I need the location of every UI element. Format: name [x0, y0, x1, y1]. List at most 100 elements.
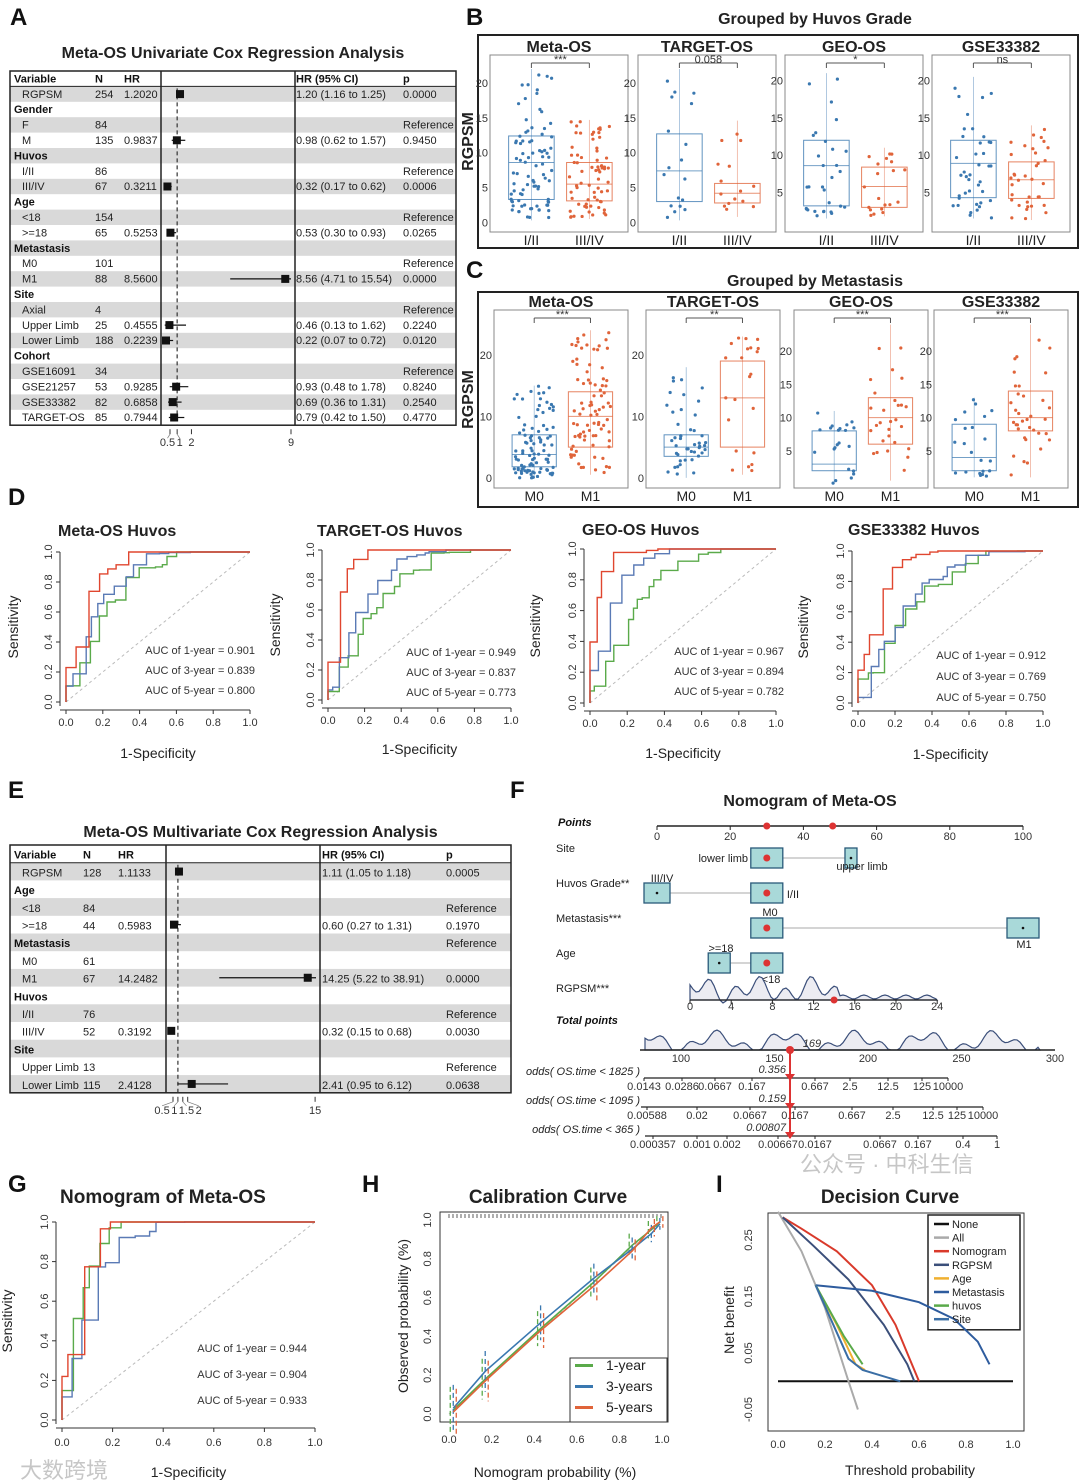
data-point [968, 213, 972, 217]
data-point [867, 205, 871, 209]
row-stripe [10, 898, 511, 916]
data-point [607, 445, 611, 449]
data-point [549, 402, 554, 407]
data-point [569, 215, 573, 219]
row-stripe [10, 1004, 511, 1022]
data-point [716, 162, 720, 166]
data-point [531, 470, 535, 474]
data-point [607, 331, 611, 335]
data-point [598, 126, 602, 130]
data-point [683, 208, 687, 212]
data-point [843, 205, 847, 209]
data-point [1014, 408, 1018, 412]
hr-value: 0.5253 [124, 227, 158, 239]
y-tick-label: 0.4 [305, 632, 317, 647]
data-point [835, 163, 839, 168]
hr-ci-value: 0.79 (0.42 to 1.50) [296, 412, 386, 424]
auc-label: AUC of 5-year = 0.933 [197, 1395, 307, 1407]
y-tick-label: 15 [920, 379, 932, 391]
data-point [957, 194, 961, 198]
data-point [904, 405, 908, 409]
data-point [585, 370, 589, 374]
data-point [838, 427, 842, 431]
hr-ci-value: 0.46 (0.13 to 1.62) [296, 320, 386, 332]
data-point [1044, 371, 1048, 375]
variable-label: I/II [22, 1009, 34, 1021]
total-points-marker [786, 1046, 794, 1054]
group-label: Huvos [14, 150, 48, 162]
hr-ci-value: 0.93 (0.48 to 1.78) [296, 381, 386, 393]
level-label: >=18 [708, 943, 733, 955]
data-point [543, 148, 547, 152]
n-value: 25 [95, 320, 107, 332]
selected-point-marker [829, 822, 837, 830]
data-point [527, 469, 532, 473]
subplot-title: Meta-OS [527, 39, 592, 56]
data-point [980, 95, 985, 100]
data-point [593, 409, 597, 413]
n-value: 154 [95, 212, 113, 224]
y-tick-label: 0.0 [567, 695, 579, 710]
data-point [847, 467, 851, 471]
column-header: N [83, 850, 91, 862]
odds-marker [785, 1132, 795, 1139]
diagonal-reference [65, 551, 251, 703]
y-tick-label: 5 [786, 446, 792, 458]
data-point [605, 418, 609, 422]
data-point [509, 192, 513, 196]
y-tick-label: 1.0 [422, 1212, 434, 1227]
data-point [727, 164, 731, 168]
x-tick-label: 0.8 [467, 715, 482, 727]
panel-label-d: D [8, 484, 25, 511]
x-tick-label: 0.2 [105, 1437, 120, 1449]
hr-estimate-marker [281, 274, 290, 283]
data-point [543, 176, 547, 180]
data-point [549, 76, 554, 80]
data-point [852, 472, 856, 476]
data-point [587, 183, 591, 187]
data-point [526, 155, 531, 160]
data-point [1034, 164, 1039, 168]
reference-label: Reference [403, 166, 454, 178]
panel-frame [477, 291, 1079, 508]
data-point [545, 427, 549, 432]
odds-tick-label: 1 [994, 1139, 1000, 1151]
level-marker [849, 856, 853, 860]
data-point [1029, 414, 1033, 418]
p-value: 0.0265 [403, 227, 437, 239]
significance-label: ** [710, 309, 719, 321]
data-point [594, 433, 598, 438]
data-point [601, 377, 605, 381]
plot-title: GSE33382 Huvos [848, 522, 980, 539]
data-point [598, 135, 602, 139]
data-point [679, 378, 684, 382]
row-stripe [10, 1039, 511, 1058]
y-tick-label: 0.0 [39, 1412, 51, 1427]
data-point [571, 359, 575, 363]
data-point [821, 163, 825, 168]
variable-label: M0 [22, 258, 37, 270]
data-point [529, 434, 534, 438]
data-point [542, 391, 546, 395]
row-stripe [10, 209, 456, 225]
data-point [537, 391, 541, 395]
data-point [572, 421, 576, 426]
legend-label: 5-years [606, 1399, 653, 1415]
hr-estimate-marker [176, 90, 185, 99]
data-point [602, 165, 607, 169]
decision-curve-nomogram [782, 1216, 920, 1382]
data-point [1026, 205, 1030, 209]
data-point [548, 406, 552, 410]
row-stripe [10, 240, 456, 256]
data-point [516, 458, 520, 462]
x-axis-label: 1-Specificity [382, 741, 457, 757]
data-point [872, 212, 876, 216]
data-point [1016, 178, 1021, 182]
y-tick-label: 0.6 [305, 602, 317, 617]
reference-label: Reference [446, 903, 497, 915]
data-point [586, 198, 590, 202]
x-category-label: M1 [881, 488, 901, 504]
data-point [1041, 182, 1045, 186]
variable-label: M [22, 135, 31, 147]
row-stripe [10, 363, 456, 379]
